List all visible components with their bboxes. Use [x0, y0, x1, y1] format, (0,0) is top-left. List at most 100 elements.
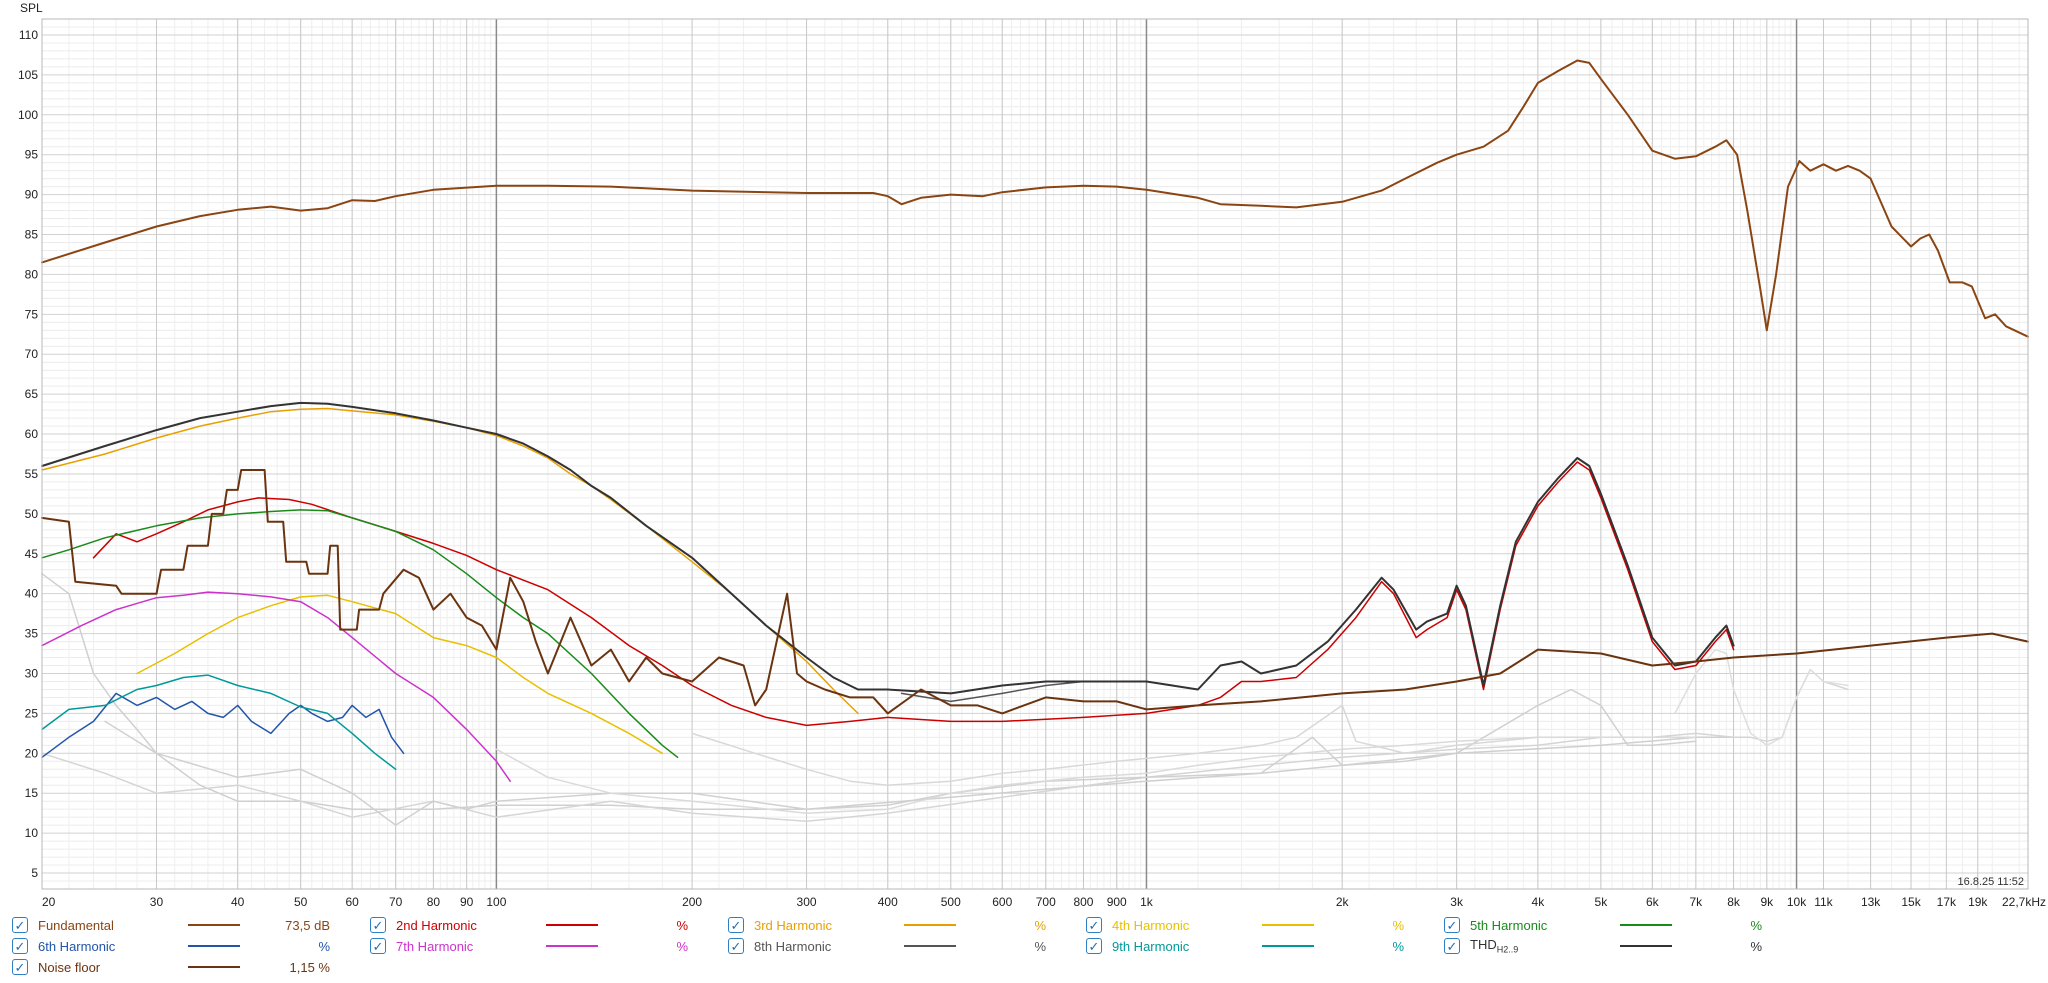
legend-label: THDH2..9	[1470, 937, 1620, 955]
x-tick-label: 500	[941, 895, 961, 909]
x-tick-label: 300	[797, 895, 817, 909]
legend-checkbox[interactable]: ✓	[1444, 917, 1460, 933]
legend-swatch	[1620, 924, 1672, 926]
x-tick-label: 30	[150, 895, 164, 909]
x-tick-label: 800	[1073, 895, 1093, 909]
x-tick-label: 6k	[1646, 895, 1660, 909]
legend-checkbox[interactable]: ✓	[1086, 938, 1102, 954]
legend-label-text: 5th Harmonic	[1470, 917, 1548, 933]
series-line-7th-harmonic	[41, 591, 511, 782]
y-tick-label: 25	[25, 706, 39, 720]
y-tick-label: 80	[25, 267, 39, 281]
legend-label-text: Noise floor	[38, 959, 101, 975]
legend-label-text: 9th Harmonic	[1112, 938, 1190, 954]
x-tick-label: 60	[345, 895, 359, 909]
legend-checkbox[interactable]: ✓	[1444, 938, 1460, 954]
y-tick-label: 60	[25, 427, 39, 441]
y-tick-label: 45	[25, 547, 39, 561]
series-line-5th-harmonic	[41, 509, 679, 759]
y-tick-label: 85	[25, 228, 39, 242]
legend-checkbox[interactable]: ✓	[1086, 917, 1102, 933]
legend-item-5th-harmonic: ✓ 5th Harmonic%	[1444, 915, 1762, 935]
legend-label-subscript: H2..9	[1496, 944, 1519, 955]
x-tick-label: 5k	[1595, 895, 1609, 909]
legend-checkbox[interactable]: ✓	[370, 917, 386, 933]
legend-checkbox[interactable]: ✓	[728, 917, 744, 933]
plot-frame	[41, 18, 2029, 890]
x-tick-label: 100	[486, 895, 506, 909]
legend: ✓ Fundamental 73,5 dB ✓ 2nd Harmonic% ✓ 3rd Ha…	[0, 912, 2048, 983]
legend-label: 7th Harmonic	[396, 939, 546, 954]
series-line-6th-harmonic	[41, 692, 405, 759]
legend-label-text: 4th Harmonic	[1112, 917, 1190, 933]
legend-checkbox[interactable]: ✓	[370, 938, 386, 954]
y-tick-label: 110	[19, 28, 38, 42]
x-tick-label: 10k	[1787, 895, 1807, 909]
x-tick-label: 1k	[1140, 895, 1154, 909]
y-tick-label: 70	[25, 347, 39, 361]
legend-value: %	[676, 917, 688, 933]
series-line-noise-floor	[41, 469, 2029, 715]
y-tick-label: 105	[18, 68, 38, 82]
legend-label-text: 3rd Harmonic	[754, 917, 833, 933]
y-tick-label: 40	[25, 587, 39, 601]
legend-item-6th-harmonic: ✓ 6th Harmonic%	[12, 936, 330, 956]
legend-swatch	[1262, 945, 1314, 947]
legend-swatch	[904, 924, 956, 926]
legend-value: %	[676, 938, 688, 954]
legend-label-text: THD	[1470, 937, 1497, 953]
legend-swatch	[188, 966, 240, 968]
legend-swatch	[188, 924, 240, 926]
y-tick-label: 5	[31, 866, 38, 880]
legend-checkbox[interactable]: ✓	[12, 917, 28, 933]
legend-item-8th-harmonic: ✓ 8th Harmonic%	[728, 936, 1046, 956]
legend-label-text: 6th Harmonic	[38, 938, 116, 954]
x-tick-label: 7k	[1690, 895, 1704, 909]
legend-label-text: Fundamental	[38, 917, 114, 933]
legend-label: 4th Harmonic	[1112, 918, 1262, 933]
x-tick-label: 2k	[1336, 895, 1350, 909]
legend-item-9th-harmonic: ✓ 9th Harmonic%	[1086, 936, 1404, 956]
y-axis-ticks: 5 10 15 20 25 30 35 40 45 50 55 60 65 70 75 80 85 90 95 100…	[18, 28, 38, 880]
legend-value: %	[1034, 917, 1046, 933]
legend-swatch	[546, 945, 598, 947]
legend-checkbox[interactable]: ✓	[12, 959, 28, 975]
legend-value: %	[318, 938, 330, 954]
series-line-h-gray-5	[691, 704, 1539, 786]
x-tick-label: 400	[878, 895, 898, 909]
legend-label: 5th Harmonic	[1470, 918, 1620, 933]
legend-label: 9th Harmonic	[1112, 939, 1262, 954]
y-tick-label: 15	[25, 786, 39, 800]
x-tick-label: 11k	[1814, 895, 1833, 909]
y-tick-label: 75	[25, 307, 39, 321]
legend-label: 6th Harmonic	[38, 939, 188, 954]
legend-swatch	[188, 945, 240, 947]
x-tick-label: 50	[294, 895, 308, 909]
legend-item-fundamental: ✓ Fundamental 73,5 dB	[12, 915, 330, 935]
y-tick-label: 65	[25, 387, 39, 401]
series-line-h-gray-1	[41, 572, 1735, 810]
y-tick-label: 35	[25, 627, 39, 641]
x-tick-label: 8k	[1727, 895, 1741, 909]
x-tick-label: 900	[1107, 895, 1127, 909]
series-line-9th-harmonic	[41, 674, 397, 771]
x-tick-label: 20	[42, 895, 56, 909]
legend-item-7th-harmonic: ✓ 7th Harmonic%	[370, 936, 688, 956]
legend-label: Noise floor	[38, 960, 188, 975]
legend-label: 2nd Harmonic	[396, 918, 546, 933]
legend-item-3rd-harmonic: ✓ 3rd Harmonic%	[728, 915, 1046, 935]
legend-value: %	[1750, 938, 1762, 954]
legend-value: %	[1392, 917, 1404, 933]
series-line-thd	[41, 401, 1735, 695]
timestamp: 16.8.25 11:52	[1958, 876, 2024, 888]
x-tick-label: 600	[992, 895, 1012, 909]
y-tick-label: 100	[18, 108, 38, 122]
y-tick-label: 90	[25, 188, 39, 202]
series-line-2nd-harmonic	[92, 461, 1735, 727]
legend-swatch	[1262, 924, 1314, 926]
legend-checkbox[interactable]: ✓	[728, 938, 744, 954]
legend-checkbox[interactable]: ✓	[12, 938, 28, 954]
legend-item-4th-harmonic: ✓ 4th Harmonic%	[1086, 915, 1404, 935]
x-tick-label: 70	[389, 895, 403, 909]
series-line-fundamental	[41, 59, 2029, 338]
